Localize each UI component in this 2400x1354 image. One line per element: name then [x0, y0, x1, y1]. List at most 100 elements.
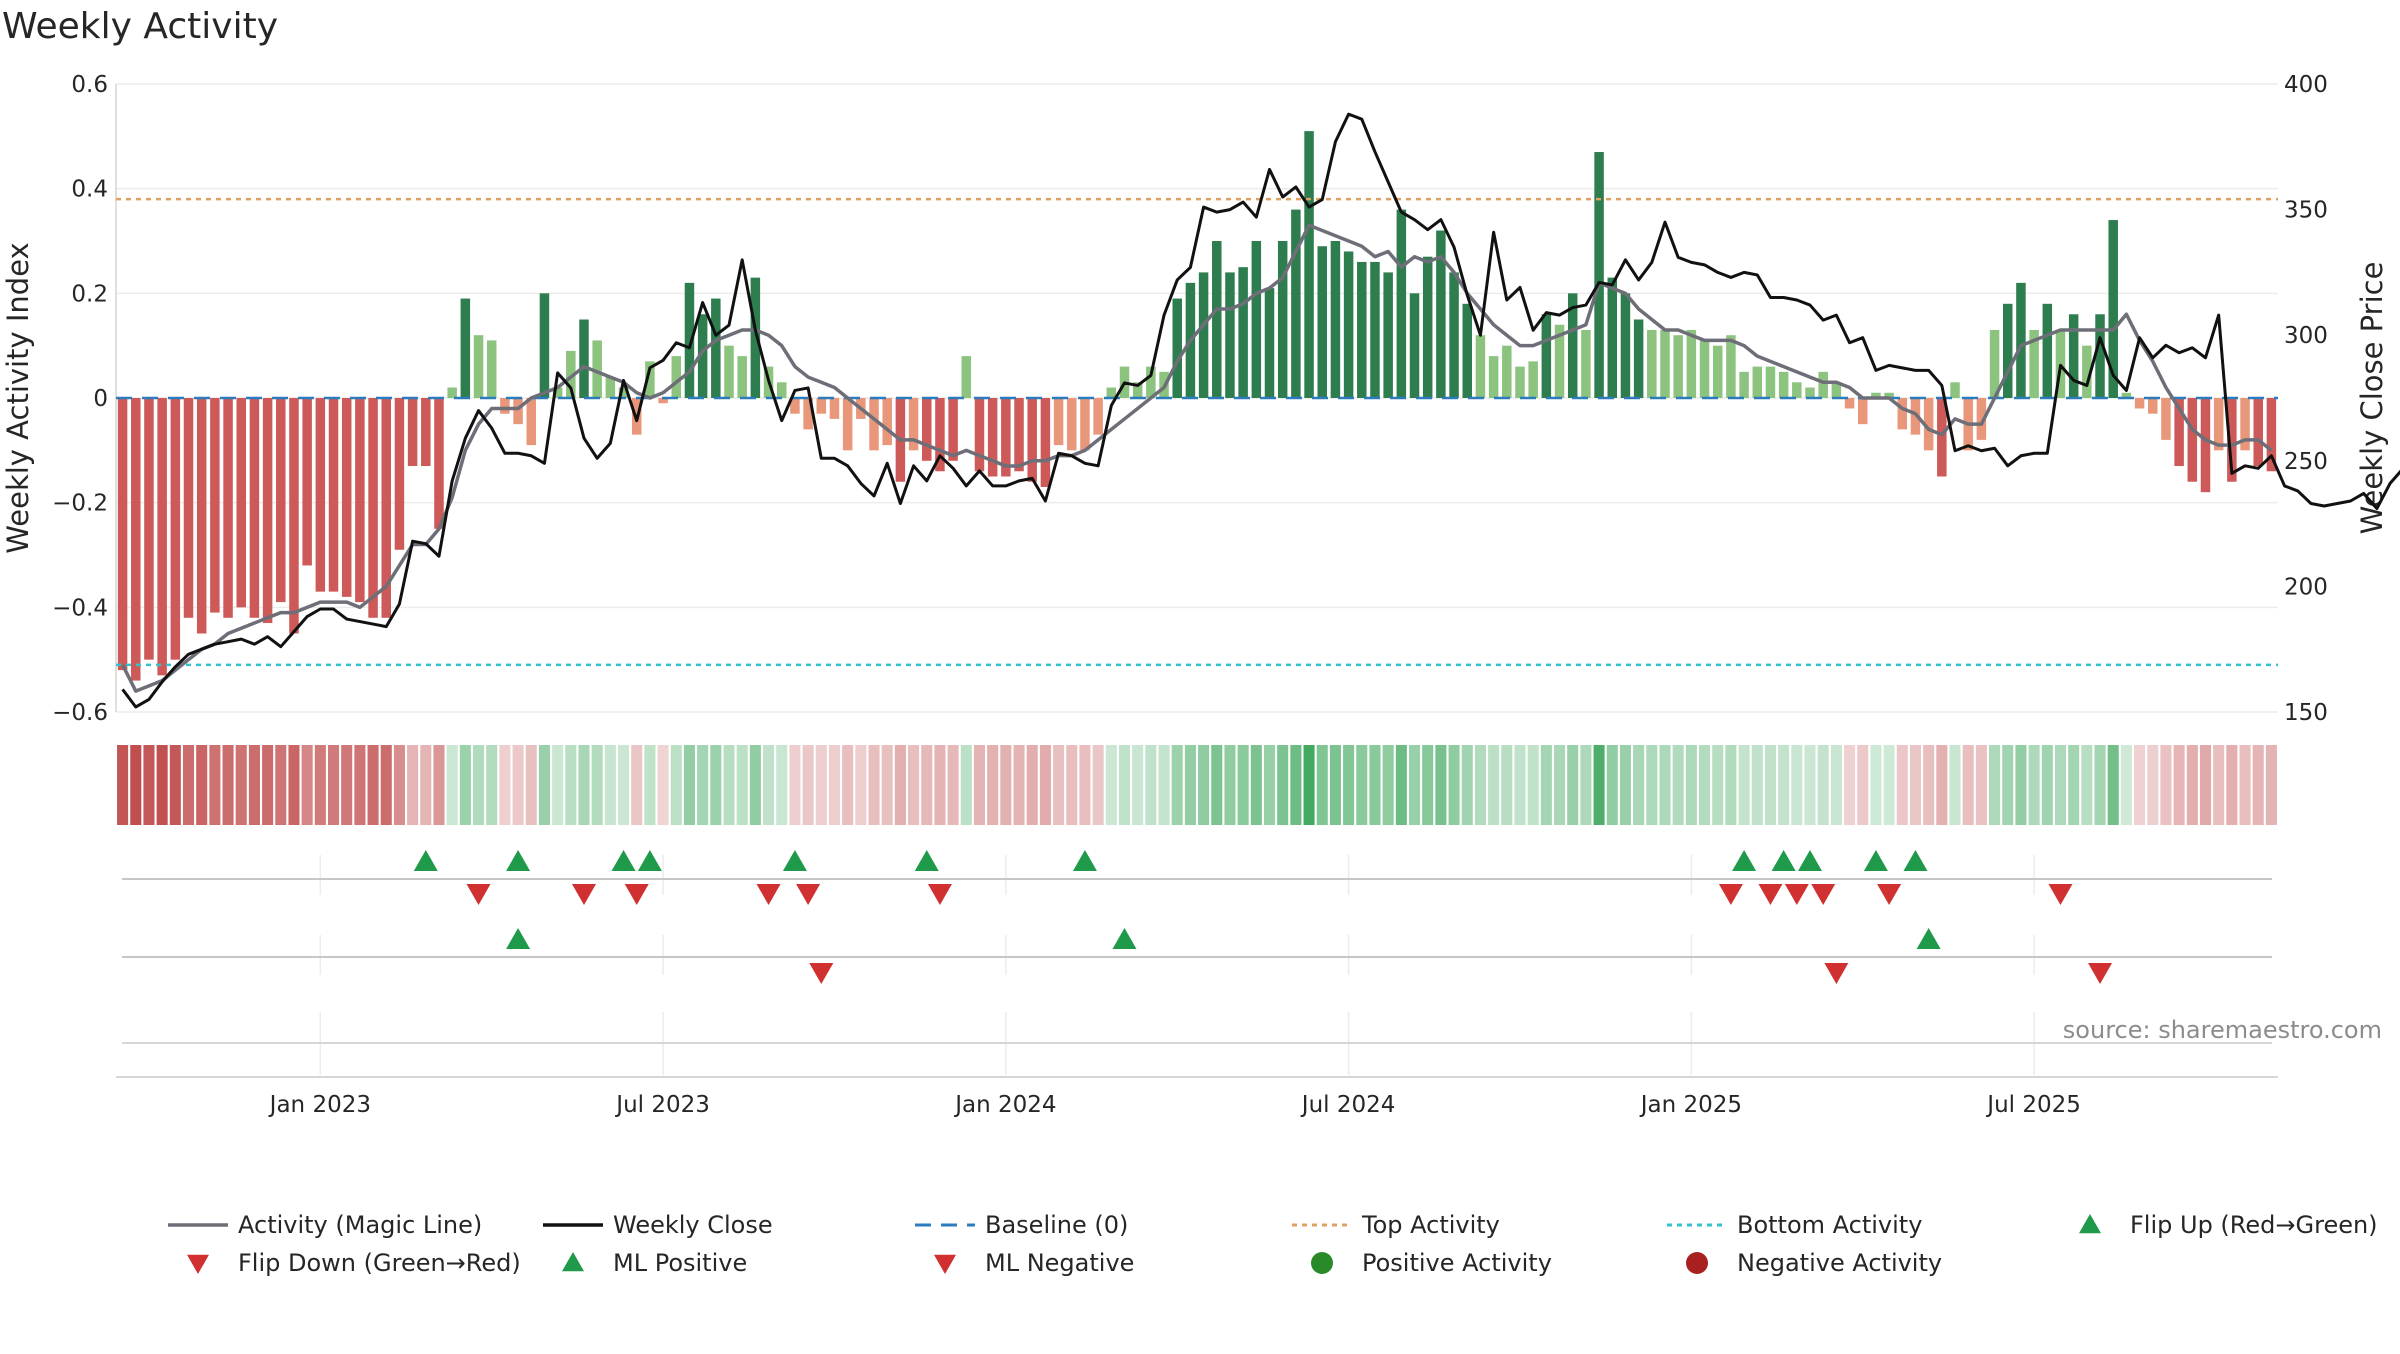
activity-bar	[1080, 398, 1090, 451]
heat-cell	[697, 745, 709, 825]
activity-bar	[302, 398, 312, 566]
activity-bar	[1225, 272, 1235, 398]
activity-bar	[1462, 303, 1472, 398]
activity-bar	[658, 398, 668, 404]
heat-cell	[1224, 745, 1236, 825]
heat-cell	[169, 745, 181, 825]
weekly-close-line	[121, 112, 2400, 709]
legend-label: Baseline (0)	[985, 1211, 1128, 1239]
legend-label: Top Activity	[1361, 1211, 1500, 1239]
heat-cell	[1527, 745, 1539, 825]
flip-up-marker	[914, 850, 939, 871]
heat-cell	[1593, 745, 1605, 825]
heat-cell	[1250, 745, 1262, 825]
heat-cell	[1619, 745, 1631, 825]
heat-cell	[1263, 745, 1276, 825]
heat-cell	[1132, 745, 1144, 825]
activity-bar	[737, 356, 747, 398]
heat-cell	[380, 745, 392, 825]
heat-cell	[1105, 745, 1117, 825]
activity-bar	[829, 398, 840, 419]
heat-cell	[1923, 745, 1935, 825]
legend-item: ML Positive	[562, 1249, 747, 1277]
heat-cell	[1145, 745, 1157, 825]
activity-bar	[1633, 319, 1644, 398]
heat-cell	[1118, 745, 1131, 825]
heat-cell	[578, 745, 590, 825]
heat-cell	[618, 745, 630, 825]
legend-label: Weekly Close	[613, 1211, 773, 1239]
legend-triangle-up-swatch	[562, 1252, 584, 1272]
y-right-tick-label: 300	[2284, 323, 2328, 349]
activity-bar	[355, 398, 365, 603]
heat-cell	[1369, 745, 1381, 825]
heat-cell	[512, 745, 524, 825]
y-tick-label: 0.4	[71, 177, 108, 203]
activity-bar	[1884, 392, 1894, 398]
heat-cell	[156, 745, 168, 825]
flip-up-marker	[413, 850, 438, 871]
activity-bar	[1001, 398, 1011, 477]
heat-cell	[644, 745, 656, 825]
heat-cell	[367, 745, 379, 825]
heat-cell	[1211, 745, 1223, 825]
activity-bar	[210, 398, 220, 613]
activity-bar	[2148, 398, 2158, 414]
flip-down-marker	[571, 884, 596, 905]
heat-cell	[1791, 745, 1803, 825]
activity-bar	[1132, 382, 1143, 398]
heat-cell	[604, 745, 616, 825]
heat-cell	[960, 745, 972, 825]
heat-cell	[1277, 745, 1289, 825]
heat-cell	[2199, 745, 2212, 825]
heat-cell	[130, 745, 142, 825]
heat-cell	[1158, 745, 1170, 825]
legend-item: Bottom Activity	[1667, 1211, 1922, 1239]
activity-bar	[1436, 230, 1446, 398]
legend-triangle-down-swatch	[934, 1254, 956, 1274]
heat-cell	[1461, 745, 1473, 825]
heat-cell	[1909, 745, 1922, 825]
heat-cell	[894, 745, 906, 825]
activity-bar	[1726, 335, 1736, 398]
heat-cell	[1488, 745, 1500, 825]
y-tick-label: −0.6	[52, 700, 108, 726]
activity-bar	[117, 398, 128, 671]
activity-bar	[1831, 382, 1842, 398]
legend-circle-swatch	[1311, 1252, 1333, 1274]
activity-bar	[1146, 366, 1156, 398]
activity-bar	[1567, 293, 1578, 398]
heat-cell	[736, 745, 748, 825]
heat-cell	[2239, 745, 2251, 825]
heat-cell	[1079, 745, 1091, 825]
activity-bar	[961, 356, 972, 398]
heat-cell	[1606, 745, 1618, 825]
activity-bar	[1291, 209, 1301, 398]
y-tick-label: 0.6	[71, 72, 108, 98]
legend-label: Flip Up (Red→Green)	[2130, 1211, 2378, 1239]
activity-bar	[1409, 293, 1420, 398]
y-right-tick-label: 200	[2284, 574, 2328, 600]
flip-down-marker	[1784, 884, 1809, 905]
activity-bar	[1541, 314, 1552, 398]
heat-cell	[1395, 745, 1407, 825]
heat-cell	[499, 745, 511, 825]
heat-cell	[1857, 745, 1869, 825]
heat-cell	[209, 745, 221, 825]
heat-cell	[934, 745, 946, 825]
heat-cell	[2265, 745, 2277, 825]
heat-cell	[1184, 745, 1196, 825]
heat-cell	[1448, 745, 1460, 825]
activity-bar	[2253, 398, 2263, 467]
heat-cell	[710, 745, 722, 825]
activity-bar	[987, 398, 998, 477]
heat-cell	[763, 745, 775, 825]
flip-down-marker	[1758, 884, 1783, 905]
activity-bar	[236, 398, 246, 608]
flip-up-marker	[1903, 850, 1928, 871]
activity-bar	[1871, 392, 1881, 398]
y-tick-label: 0	[93, 386, 108, 412]
activity-bar	[605, 377, 616, 398]
activity-bar	[1422, 256, 1433, 398]
activity-bar	[2042, 303, 2053, 398]
